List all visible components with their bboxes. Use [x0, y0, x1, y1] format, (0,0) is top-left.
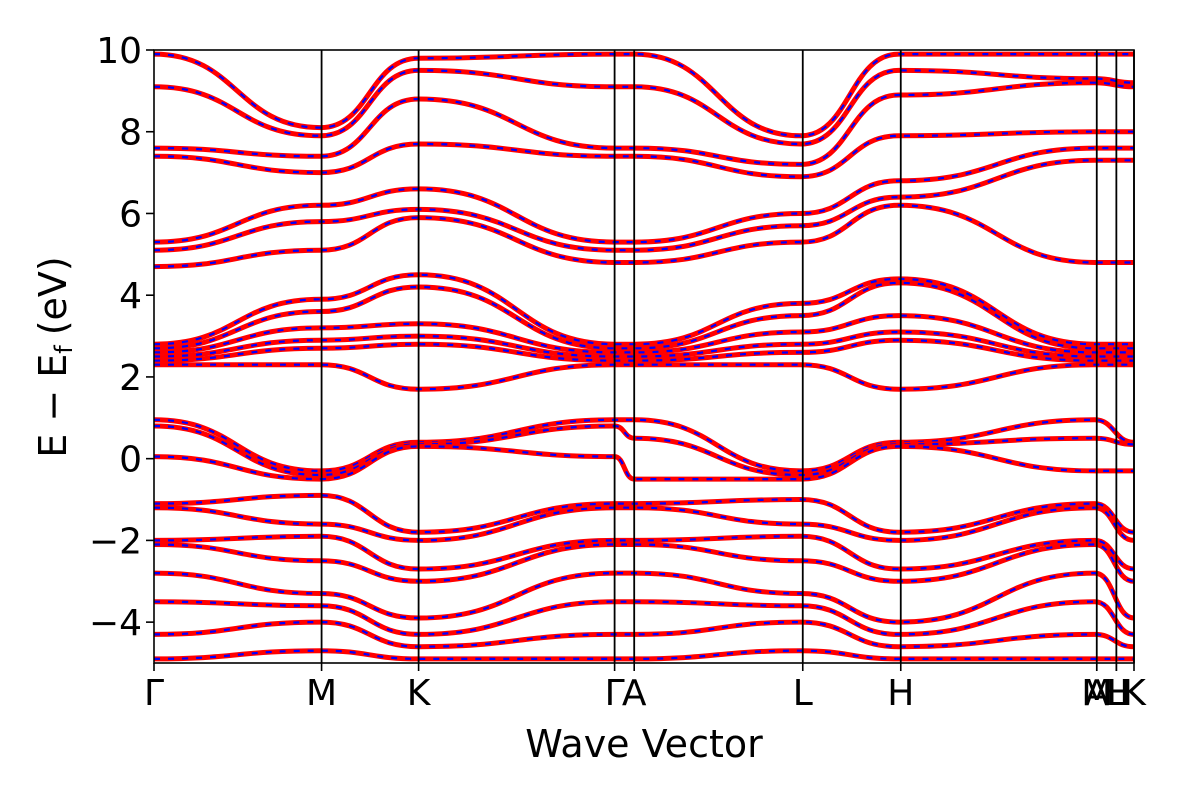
x-tick-label: L: [793, 673, 813, 714]
y-tick-label: 8: [119, 113, 142, 154]
x-tick-label: A: [1084, 673, 1109, 714]
band-line-dashed: [154, 424, 1134, 477]
band-line-solid: [154, 599, 1134, 637]
band-line-solid: [154, 570, 1134, 625]
x-tick-label: H: [887, 673, 914, 714]
x-tick-label: H: [1103, 673, 1130, 714]
band-line-dashed: [154, 130, 1134, 178]
band-line-dashed: [154, 314, 1134, 354]
band-line-dashed: [154, 418, 1134, 473]
band-line-solid: [154, 51, 1134, 139]
y-tick-label: 6: [119, 194, 142, 235]
y-tick-label: 4: [119, 276, 142, 317]
y-axis-label-main: E − E: [31, 354, 75, 458]
x-tick-label: M: [1081, 673, 1112, 714]
band-line-dashed: [154, 204, 1134, 268]
y-tick-label: 2: [119, 358, 142, 399]
y-axis-label-sub: f: [50, 345, 78, 354]
y-axis-label: E − Ef (eV): [31, 256, 78, 458]
y-tick-label: 0: [119, 440, 142, 481]
band-line-solid: [154, 202, 1134, 270]
x-tick-label: M: [306, 673, 337, 714]
high-symmetry-lines: [320, 50, 1135, 663]
x-tick-label: Γ: [144, 673, 164, 714]
x-axis-label: Wave Vector: [525, 722, 763, 766]
y-axis-ticks: 10 8 6 4 2 0 −2 −4: [89, 31, 154, 644]
band-line-dashed: [154, 571, 1134, 624]
y-axis-label-unit: (eV): [31, 256, 75, 335]
x-tick-label: K: [1122, 673, 1147, 714]
band-line-dashed: [154, 146, 1134, 244]
x-tick-label: K: [407, 673, 432, 714]
y-tick-label: −2: [89, 521, 142, 562]
y-tick-label: −4: [89, 603, 142, 644]
band-line-dashed: [154, 330, 1134, 358]
plot-frame: [153, 49, 1135, 664]
x-tick-label: A: [622, 673, 647, 714]
band-lines: [154, 51, 1134, 662]
band-line-solid: [154, 541, 1134, 584]
x-tick-label: L: [1106, 673, 1126, 714]
band-line-solid: [154, 648, 1134, 662]
band-line-dashed: [154, 52, 1134, 137]
band-line-solid: [154, 362, 1134, 392]
band-line-solid: [154, 417, 1134, 474]
y-tick-label: 10: [96, 31, 142, 72]
band-line-dashed: [154, 445, 1134, 481]
x-tick-label: Γ: [605, 673, 625, 714]
